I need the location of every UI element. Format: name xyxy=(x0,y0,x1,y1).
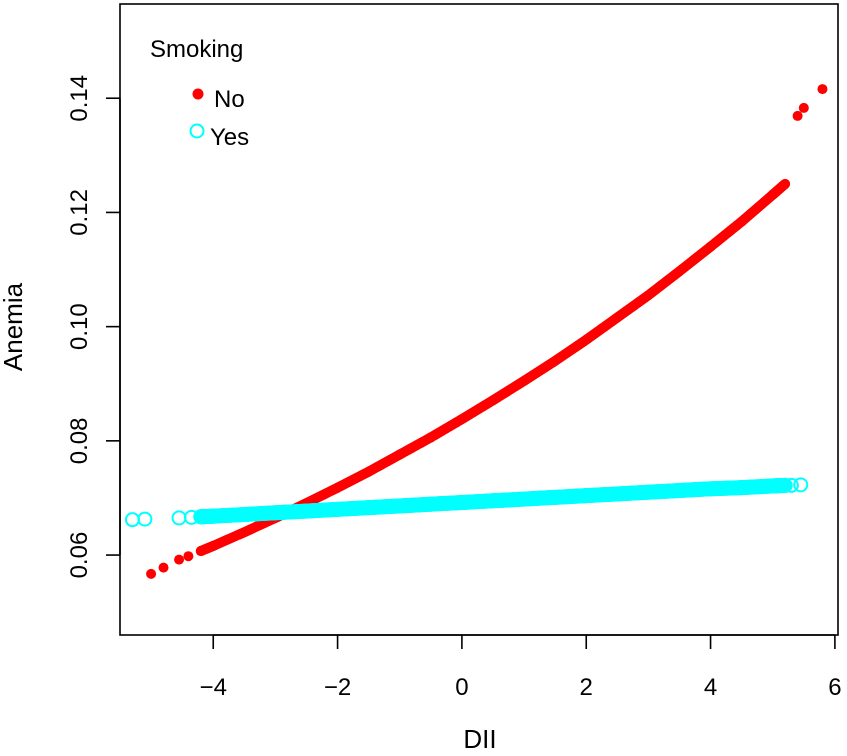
data-point xyxy=(485,493,501,509)
data-point xyxy=(516,491,532,507)
data-point xyxy=(777,477,793,493)
data-layer xyxy=(124,84,828,579)
data-point xyxy=(171,510,187,526)
legend: Smoking No Yes xyxy=(150,36,249,151)
data-point xyxy=(205,508,221,524)
x-tick-label: 0 xyxy=(455,674,468,701)
data-point xyxy=(456,414,467,425)
data-point xyxy=(195,546,206,557)
data-point xyxy=(239,527,250,538)
legend-title: Smoking xyxy=(150,36,243,63)
y-tick-label: 0.08 xyxy=(66,417,93,464)
data-point xyxy=(423,496,439,512)
data-point xyxy=(174,554,185,565)
y-tick-label: 0.10 xyxy=(66,303,93,350)
data-point xyxy=(798,102,809,113)
data-point xyxy=(792,110,803,121)
data-point xyxy=(236,507,252,523)
x-tick-label: 6 xyxy=(828,674,841,701)
x-axis-label: DII xyxy=(463,724,496,754)
data-point xyxy=(267,505,283,521)
data-point xyxy=(674,266,685,277)
y-axis-label: Anemia xyxy=(0,282,28,371)
data-point xyxy=(183,551,194,562)
legend-label-yes: Yes xyxy=(210,124,249,151)
data-point xyxy=(330,501,346,517)
data-point xyxy=(363,466,374,477)
x-tick-label: 2 xyxy=(580,674,593,701)
data-point xyxy=(332,482,343,493)
x-axis: −4 −2 0 2 4 6 xyxy=(200,634,842,701)
data-point xyxy=(780,178,791,189)
y-tick-label: 0.14 xyxy=(66,75,93,122)
data-point xyxy=(705,241,716,252)
x-tick-label: −2 xyxy=(324,674,351,701)
data-point xyxy=(183,509,199,525)
data-point xyxy=(609,486,625,502)
data-point xyxy=(124,512,140,528)
data-point xyxy=(298,503,314,519)
data-point xyxy=(817,84,828,95)
data-point xyxy=(487,395,498,406)
data-point xyxy=(547,489,563,505)
y-tick-label: 0.06 xyxy=(66,532,93,579)
data-point xyxy=(550,355,561,366)
data-point xyxy=(581,334,592,345)
data-point xyxy=(734,480,750,496)
data-point xyxy=(454,495,470,511)
data-point xyxy=(425,432,436,443)
data-point xyxy=(392,498,408,514)
x-tick-label: −4 xyxy=(200,674,227,701)
data-point xyxy=(671,483,687,499)
legend-label-no: No xyxy=(214,86,245,113)
series-yes xyxy=(124,477,809,528)
data-point xyxy=(137,511,153,527)
data-point xyxy=(640,484,656,500)
x-tick-label: 4 xyxy=(704,674,717,701)
legend-marker-yes xyxy=(189,123,205,139)
data-point xyxy=(703,481,719,497)
y-tick-label: 0.12 xyxy=(66,189,93,236)
data-point xyxy=(519,375,530,386)
data-point xyxy=(208,540,219,551)
data-point xyxy=(643,290,654,301)
data-point xyxy=(394,449,405,460)
data-point xyxy=(783,477,799,493)
y-axis: 0.06 0.08 0.10 0.12 0.14 xyxy=(66,75,121,579)
data-point xyxy=(736,216,747,227)
data-point xyxy=(793,477,809,493)
data-point xyxy=(146,568,157,579)
data-point xyxy=(578,488,594,504)
data-point xyxy=(158,562,169,573)
data-point xyxy=(767,189,778,200)
data-point xyxy=(361,500,377,516)
data-point xyxy=(612,312,623,323)
legend-marker-no xyxy=(192,88,204,100)
